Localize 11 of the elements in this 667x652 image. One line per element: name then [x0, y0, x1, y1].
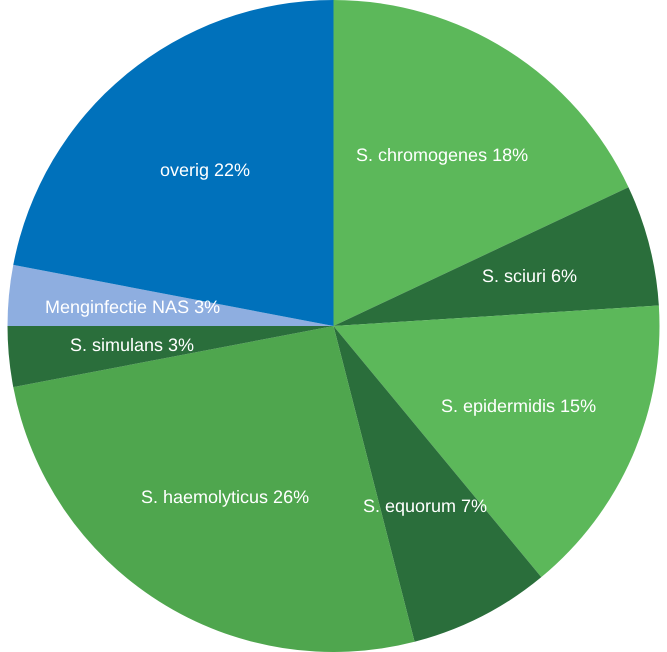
pie-slice: [8, 326, 334, 388]
pie-slice: [13, 0, 334, 326]
slice-label: S. haemolyticus 26%: [141, 487, 310, 507]
slice-label: Menginfectie NAS 3%: [45, 297, 220, 317]
pie-slice: [8, 264, 334, 326]
slice-label: S. sciuri 6%: [482, 266, 578, 286]
slice-label: overig 22%: [160, 160, 250, 180]
slice-label: S. epidermidis 15%: [441, 396, 596, 416]
slice-label: S. chromogenes 18%: [356, 145, 528, 165]
slice-label: S. simulans 3%: [70, 335, 194, 355]
slice-label: S. equorum 7%: [363, 496, 488, 516]
